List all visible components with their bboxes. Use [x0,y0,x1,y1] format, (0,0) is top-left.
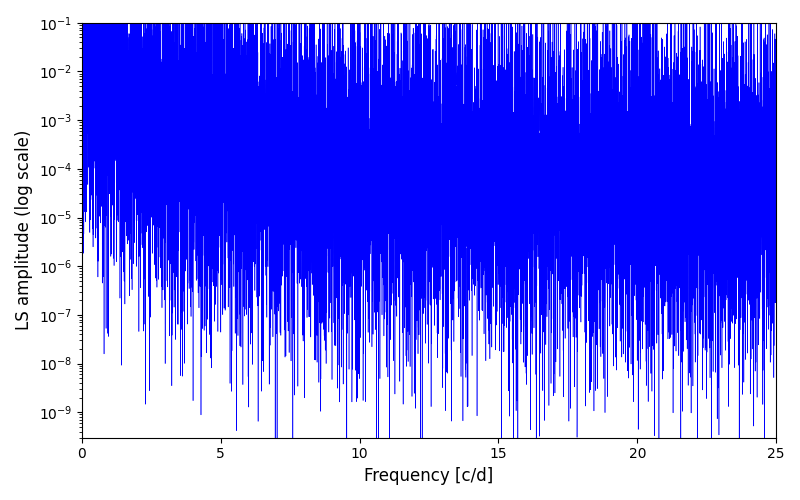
X-axis label: Frequency [c/d]: Frequency [c/d] [364,467,494,485]
Y-axis label: LS amplitude (log scale): LS amplitude (log scale) [15,130,33,330]
